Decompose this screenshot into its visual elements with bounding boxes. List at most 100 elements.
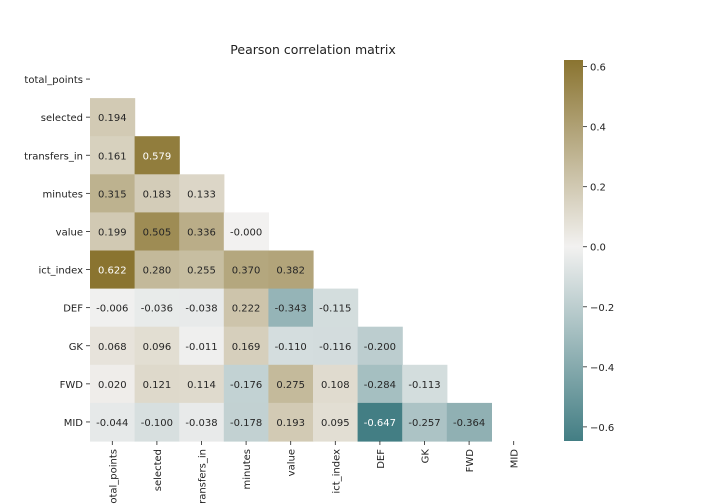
heatmap-cell	[134, 174, 180, 213]
cell-value-label: -0.038	[185, 418, 217, 429]
heatmap-cell	[313, 364, 359, 404]
colorbar	[564, 60, 583, 441]
x-tick-label: MID	[510, 449, 521, 469]
cell-value-label: -0.036	[141, 304, 173, 315]
cell-value-label: 0.068	[98, 342, 127, 353]
y-tick-label: GK	[69, 342, 84, 353]
cell-value-label: 0.505	[143, 227, 172, 238]
heatmap-cell	[402, 402, 448, 442]
colorbar-tick-label: 0.6	[590, 63, 606, 74]
heatmap-cell	[223, 326, 269, 366]
cell-value-label: 0.315	[98, 189, 127, 200]
heatmap-cell	[179, 364, 225, 404]
heatmap-cell	[90, 250, 136, 290]
heatmap-cell	[134, 364, 180, 404]
cell-value-label: -0.113	[408, 380, 440, 391]
heatmap-cell	[90, 98, 136, 137]
y-tick-label: DEF	[63, 304, 83, 315]
cell-value-label: 0.020	[98, 380, 127, 391]
cell-value-label: 0.222	[232, 304, 261, 315]
cell-value-label: 0.275	[276, 380, 305, 391]
heatmap-cell	[179, 402, 225, 442]
cell-value-label: -0.176	[230, 380, 262, 391]
y-tick-label: transfers_in	[24, 151, 83, 162]
cell-value-label: 0.095	[321, 418, 350, 429]
heatmap-cell	[179, 326, 225, 366]
heatmap-cell	[357, 402, 403, 442]
cell-value-label: 0.382	[276, 266, 305, 277]
y-tick-label: selected	[41, 113, 83, 124]
heatmap-cell	[179, 288, 225, 328]
cell-value-label: -0.364	[453, 418, 485, 429]
cell-value-label: 0.114	[187, 380, 216, 391]
cell-value-label: 0.199	[98, 227, 127, 238]
x-tick-label: total_points	[108, 449, 119, 504]
x-tick-label: selected	[153, 449, 164, 491]
cell-value-label: -0.284	[364, 380, 396, 391]
heatmap-cell	[179, 250, 225, 290]
colorbar-tick-label: −0.2	[590, 303, 614, 314]
cell-value-label: -0.110	[275, 342, 307, 353]
heatmap-cell	[134, 326, 180, 366]
cell-value-label: -0.343	[275, 304, 307, 315]
colorbar-tick-label: 0.0	[590, 243, 606, 254]
cell-value-label: -0.647	[364, 418, 396, 429]
heatmap-cell	[357, 326, 403, 366]
cell-value-label: -0.038	[185, 304, 217, 315]
heatmap-cell	[179, 212, 225, 252]
y-tick-label: total_points	[24, 75, 83, 86]
heatmap-cell	[223, 288, 269, 328]
heatmap-cell	[223, 402, 269, 442]
y-tick-label: MID	[64, 418, 84, 429]
heatmap-cell	[313, 326, 359, 366]
cell-value-label: -0.011	[185, 342, 217, 353]
cell-value-label: 0.169	[232, 342, 261, 353]
cell-value-label: -0.178	[230, 418, 262, 429]
cell-value-label: 0.194	[98, 113, 127, 124]
colorbar-tick-label: 0.4	[590, 123, 606, 134]
cell-value-label: -0.000	[230, 227, 262, 238]
colorbar-tick-label: −0.4	[590, 363, 614, 374]
y-tick-label: ict_index	[38, 266, 83, 277]
x-tick-label: ict_index	[331, 449, 342, 494]
heatmap-cell	[268, 288, 314, 328]
cell-value-label: 0.133	[187, 189, 216, 200]
heatmap-cell	[90, 364, 136, 404]
heatmap-cell	[402, 364, 448, 404]
heatmap-cell	[223, 212, 269, 252]
y-tick-label: minutes	[43, 189, 83, 200]
heatmap-cell	[90, 326, 136, 366]
x-tick-label: GK	[421, 449, 432, 464]
heatmap-cell	[179, 174, 225, 213]
cell-value-label: -0.100	[141, 418, 173, 429]
heatmap-cell	[134, 136, 180, 175]
cell-value-label: 0.108	[321, 380, 350, 391]
cell-value-label: 0.161	[98, 151, 127, 162]
y-tick-label: FWD	[60, 380, 84, 391]
cell-value-label: -0.116	[319, 342, 351, 353]
cell-value-label: 0.370	[232, 266, 261, 277]
heatmap-cell	[313, 288, 359, 328]
heatmap-cell	[357, 364, 403, 404]
heatmap-cell	[223, 250, 269, 290]
cell-value-label: 0.193	[276, 418, 305, 429]
y-tick-label: value	[56, 227, 83, 238]
x-tick-label: value	[287, 449, 298, 476]
cell-value-label: 0.280	[143, 266, 172, 277]
cell-value-label: 0.622	[98, 266, 127, 277]
heatmap-cell	[134, 402, 180, 442]
heatmap-cell	[90, 402, 136, 442]
heatmap-cell	[223, 364, 269, 404]
heatmap-cell	[268, 364, 314, 404]
cell-value-label: 0.255	[187, 266, 216, 277]
chart-title: Pearson correlation matrix	[230, 42, 395, 57]
heatmap-cell	[134, 288, 180, 328]
x-tick-label: transfers_in	[198, 449, 209, 504]
cell-value-label: -0.115	[319, 304, 351, 315]
x-tick-label: DEF	[376, 449, 387, 469]
heatmap-cell	[134, 212, 180, 252]
cell-value-label: -0.044	[96, 418, 128, 429]
cell-value-label: -0.257	[408, 418, 440, 429]
colorbar-tick-label: 0.2	[590, 183, 606, 194]
